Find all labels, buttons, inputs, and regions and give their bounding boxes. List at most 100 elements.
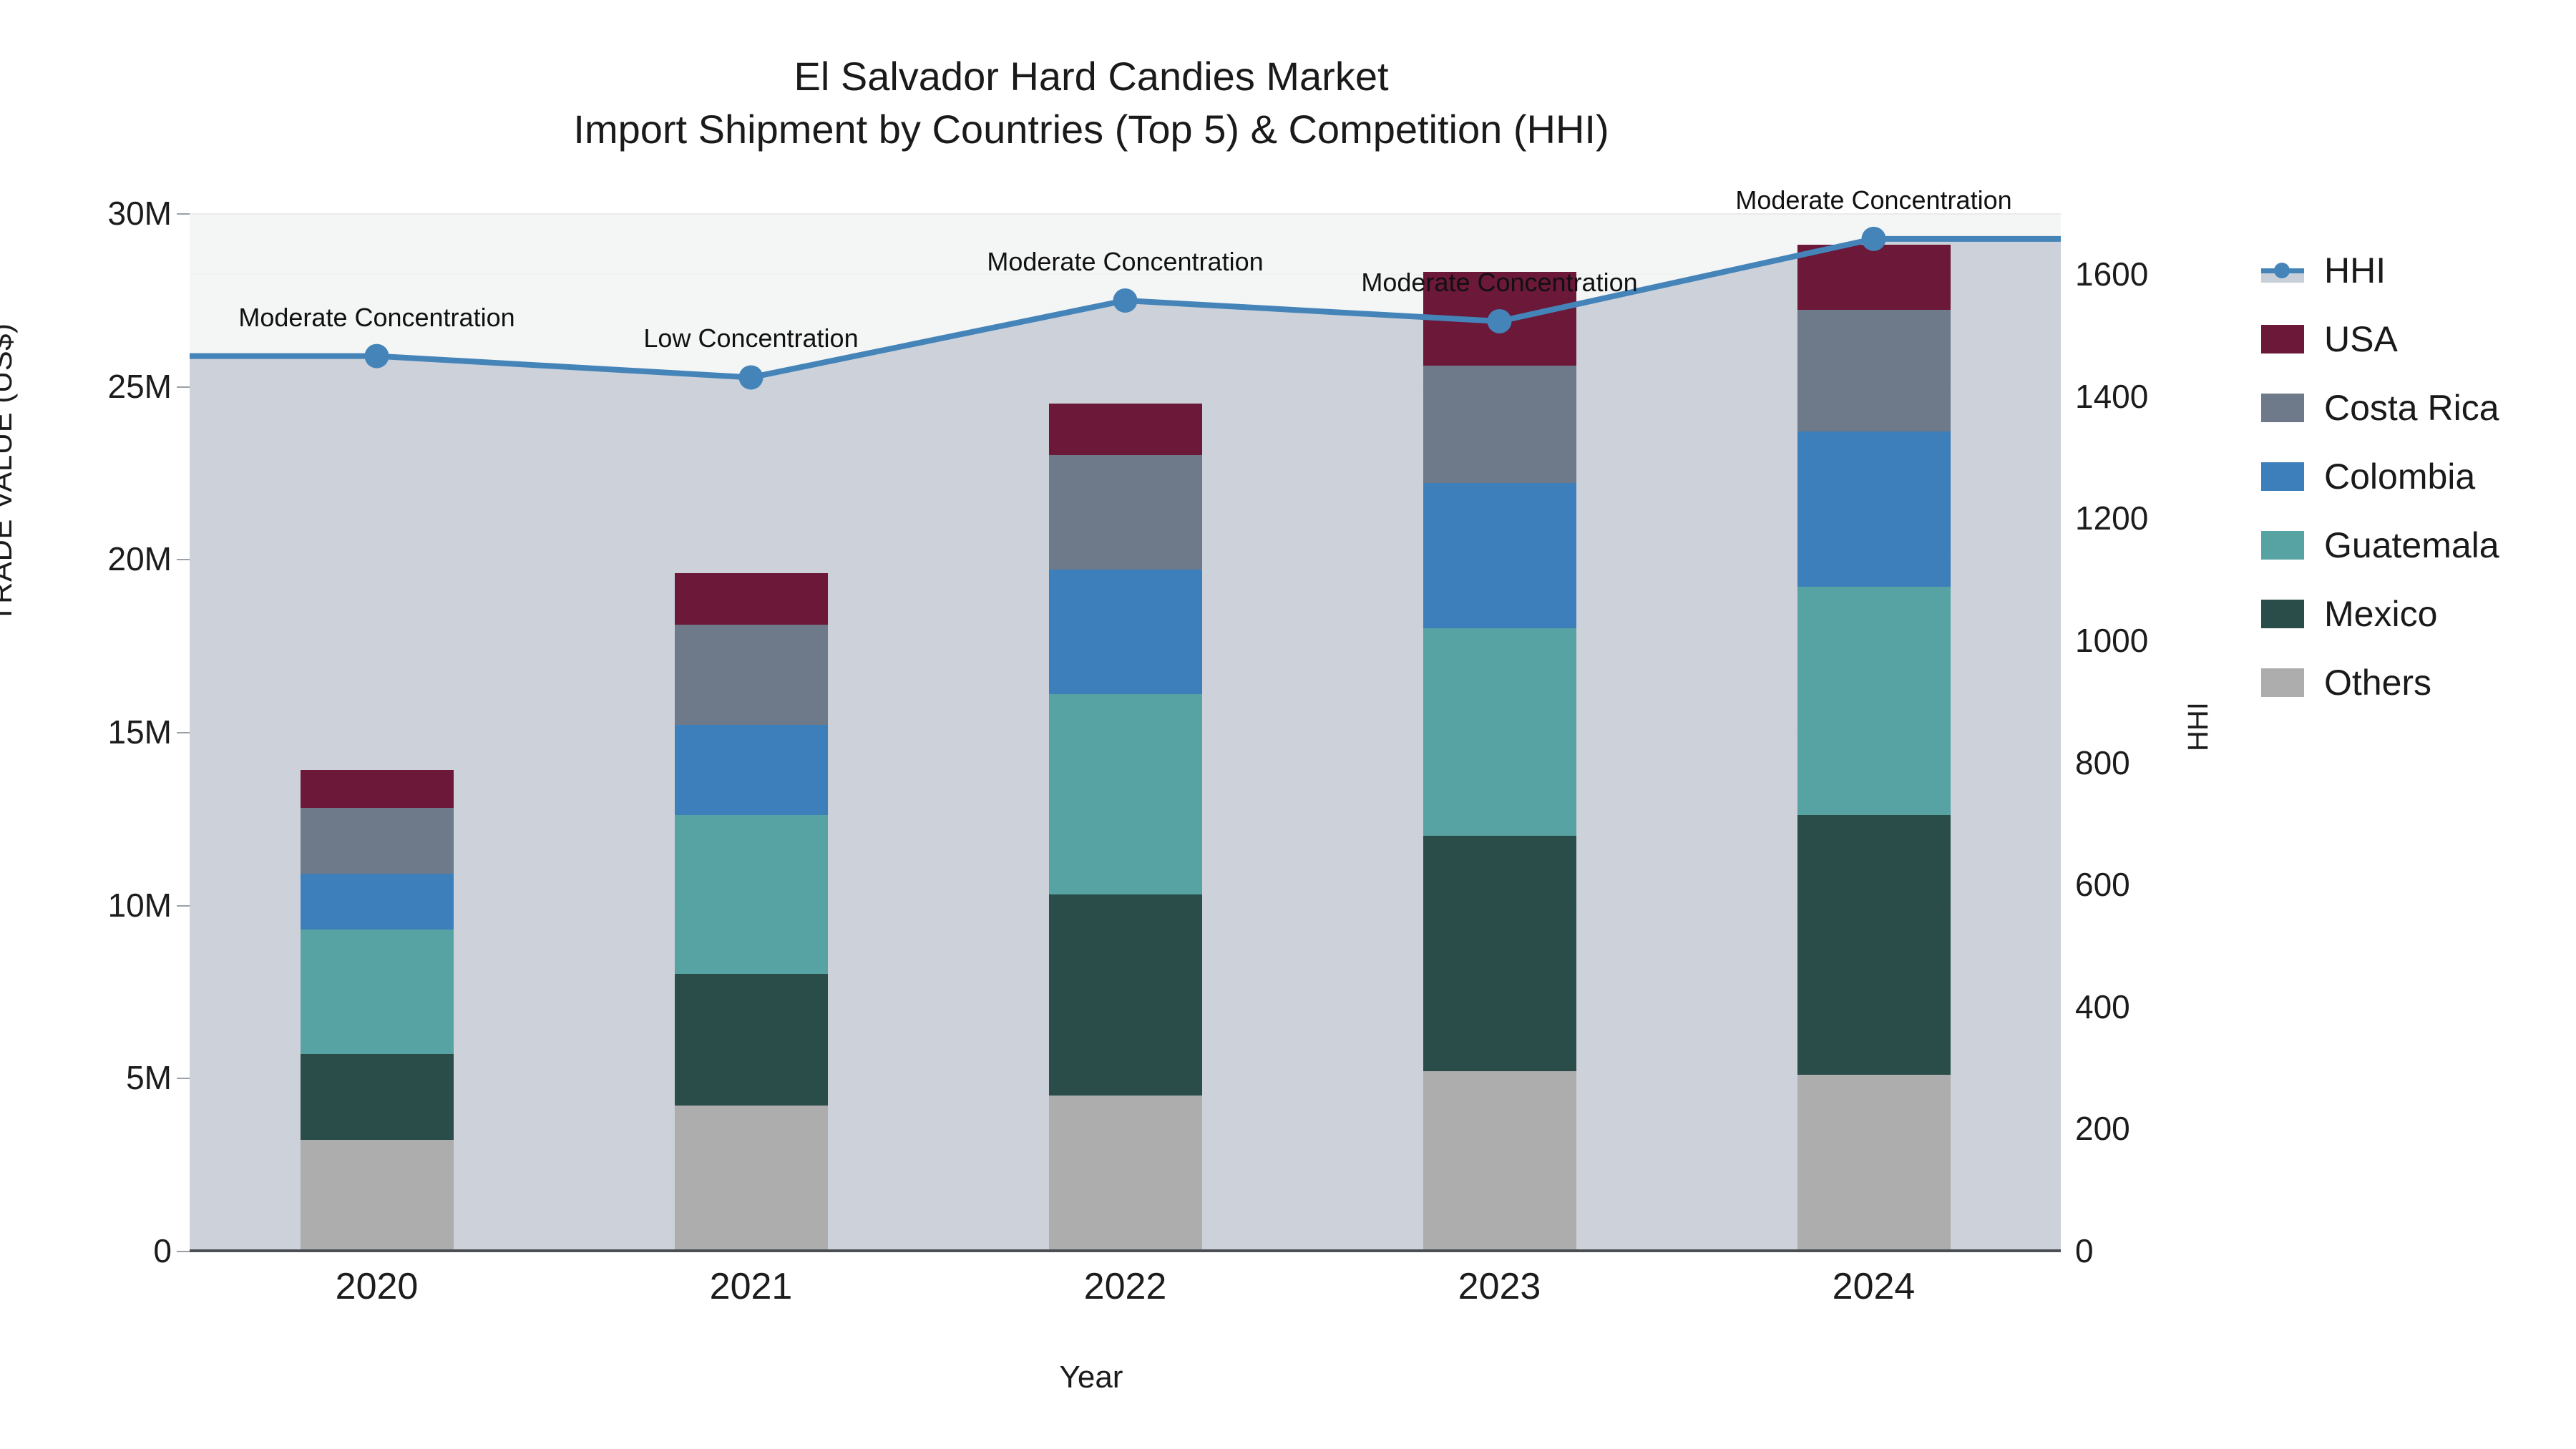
bar-segment[interactable] [1797,244,1951,311]
legend-item-label: Colombia [2324,457,2476,497]
bar-stack[interactable] [674,572,828,1251]
y2-axis-tick-label: 1400 [2075,377,2149,415]
y-axis-tick-label: 30M [107,195,172,232]
y-axis-left-label: TRADE VALUE (US$) [0,323,18,623]
bar-segment[interactable] [1048,1095,1202,1251]
bar-segment[interactable] [300,1140,454,1251]
legend-color-swatch-icon [2261,462,2304,491]
annotation-label: Moderate Concentration [238,302,515,332]
annotation-label: Moderate Concentration [987,246,1264,276]
bar-segment[interactable] [674,625,828,726]
x-axis-tick-label: 2021 [709,1266,793,1307]
bar-segment[interactable] [300,808,454,874]
legend-color-swatch-icon [2261,325,2304,353]
bar-segment[interactable] [1797,1074,1951,1251]
y-axis-tick-mark [177,559,190,561]
y-axis-tick-label: 15M [107,713,172,751]
legend-item-label: Mexico [2324,594,2438,634]
legend-item[interactable]: Mexico [2261,580,2499,648]
annotation-label: Moderate Concentration [1735,185,2012,215]
legend-item-label: Others [2324,663,2432,703]
bar-segment[interactable] [1423,1070,1576,1251]
bar-segment[interactable] [1797,587,1951,815]
bar-stack[interactable] [300,770,454,1251]
y2-axis-tick-label: 200 [2075,1110,2130,1148]
legend-line-marker-icon [2261,256,2304,285]
bar-segment[interactable] [300,770,454,809]
y-axis-tick-mark [177,386,190,388]
gridline-minor [190,274,2061,275]
legend-item[interactable]: HHI [2261,236,2499,305]
y2-axis-tick-label: 400 [2075,987,2130,1025]
y-axis-tick-label: 20M [107,540,172,578]
bar-segment[interactable] [1423,483,1576,628]
legend-item-label: USA [2324,319,2398,359]
bar-segment[interactable] [1048,403,1202,456]
bar-stack[interactable] [1423,272,1576,1251]
y2-axis-tick-label: 600 [2075,866,2130,904]
legend-color-swatch-icon [2261,531,2304,560]
y-axis-tick-mark [177,904,190,907]
bar-segment[interactable] [674,572,828,625]
legend-item[interactable]: USA [2261,305,2499,374]
y2-axis-tick-label: 0 [2075,1232,2094,1269]
page-title: El Salvador Hard Candies Market [794,54,1389,99]
y-axis-tick-label: 25M [107,367,172,405]
chart-title-block: El Salvador Hard Candies Market Import S… [0,50,2182,156]
bar-stack[interactable] [1048,403,1202,1251]
page-subtitle: Import Shipment by Countries (Top 5) & C… [573,106,1609,152]
y-axis-tick-mark [177,1078,190,1080]
bar-segment[interactable] [674,974,828,1106]
y-axis-tick-mark [177,213,190,215]
bar-stack[interactable] [1797,244,1951,1251]
legend-item[interactable]: Guatemala [2261,511,2499,580]
bar-segment[interactable] [1797,310,1951,431]
y-axis-tick-mark [177,1251,190,1252]
legend-item-label: Costa Rica [2324,388,2499,428]
x-axis-tick-label: 2024 [1832,1266,1916,1307]
bar-segment[interactable] [300,1053,454,1141]
y2-axis-tick-label: 1200 [2075,499,2149,537]
bar-segment[interactable] [1423,365,1576,483]
x-axis-tick-label: 2022 [1083,1266,1167,1307]
legend-item[interactable]: Others [2261,648,2499,717]
x-axis-tick-label: 2023 [1458,1266,1541,1307]
bar-stacks [190,213,2061,1251]
y2-axis-tick-label: 800 [2075,743,2130,781]
hhi-line [190,226,2061,390]
y-axis-tick-label: 10M [107,886,172,924]
bar-segment[interactable] [1048,455,1202,570]
bar-segment[interactable] [1423,628,1576,836]
x-axis-label: Year [1059,1360,1123,1395]
bar-segment[interactable] [674,815,828,975]
gridline [190,213,2061,215]
legend-color-swatch-icon [2261,668,2304,697]
annotation-label: Moderate Concentration [1361,267,1638,297]
y2-axis-tick-label: 1000 [2075,622,2149,660]
bar-segment[interactable] [1797,431,1951,587]
bar-segment[interactable] [1797,815,1951,1075]
bar-segment[interactable] [1423,836,1576,1071]
bar-segment[interactable] [300,929,454,1054]
y-axis-right-label: HHI [2182,702,2214,751]
bar-segment[interactable] [674,1106,828,1251]
bar-segment[interactable] [1048,894,1202,1096]
legend-item[interactable]: Colombia [2261,442,2499,511]
bar-segment[interactable] [674,725,828,815]
bar-segment[interactable] [1048,693,1202,895]
bar-segment[interactable] [300,874,454,930]
chart-legend: HHI USA Costa Rica Colombia Guatemala Mexico O… [2261,236,2499,717]
y2-axis-tick-label: 1600 [2075,255,2149,293]
bar-segment[interactable] [1048,569,1202,694]
legend-item-label: HHI [2324,250,2386,291]
legend-color-swatch-icon [2261,600,2304,628]
annotation-label: Low Concentration [643,323,859,353]
legend-item-label: Guatemala [2324,525,2499,565]
x-axis-tick-label: 2020 [335,1266,419,1307]
plot-area [190,213,2061,1252]
y-axis-tick-mark [177,732,190,733]
legend-item[interactable]: Costa Rica [2261,374,2499,442]
x-axis-line [190,1249,2061,1252]
legend-color-swatch-icon [2261,394,2304,422]
